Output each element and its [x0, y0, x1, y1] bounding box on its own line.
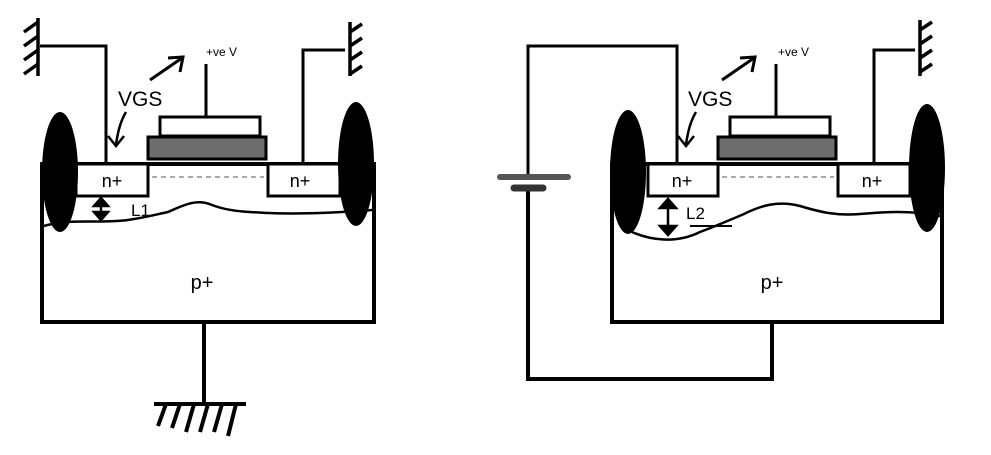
right-gate-voltage-label: +ve V: [778, 45, 809, 59]
left-drain-label: n+: [290, 171, 311, 191]
left-mosfet: +ve V VGS: [22, 18, 376, 437]
right-drain-ground-icon: [918, 20, 933, 76]
right-substrate-label: p+: [761, 272, 784, 294]
right-substrate: [610, 162, 944, 324]
left-drain-wire: [301, 48, 345, 164]
left-substrate-label: p+: [191, 272, 214, 294]
left-body-ground-icon: [154, 402, 246, 437]
right-arrow-icon: [721, 55, 757, 82]
left-gate-metal: [158, 115, 262, 138]
right-body-bias-loop: [526, 186, 774, 381]
left-source-wire: [40, 44, 108, 164]
left-drain-ground-icon: [348, 22, 363, 76]
right-depletion-boundary: [631, 202, 941, 241]
left-gate-oxide: [146, 135, 268, 161]
left-depletion-boundary: [43, 201, 373, 228]
left-source-ground-icon: [22, 18, 40, 76]
right-drain-label: n+: [862, 171, 883, 191]
left-depletion-width-icon: [91, 196, 111, 222]
right-vgs-arrow-icon: [677, 111, 698, 149]
left-vgs-arrow-icon: [107, 111, 128, 149]
right-battery-top-wire: [526, 44, 679, 176]
right-source-contact: [610, 110, 646, 234]
right-mosfet: +ve V VGS L2 n+ n+ p+: [497, 20, 945, 381]
right-vgs-label: VGS: [688, 88, 732, 111]
right-source-label: n+: [672, 171, 693, 191]
left-source-contact: [42, 112, 78, 232]
right-drain-contact: [909, 104, 945, 232]
right-gate-oxide: [716, 135, 838, 161]
right-source-region: [646, 162, 720, 198]
right-depletion-width-icon: [657, 197, 679, 237]
left-substrate: [40, 162, 376, 324]
left-arrow-icon: [149, 55, 185, 82]
left-drain-contact: [338, 102, 374, 226]
right-drain-wire: [872, 48, 915, 164]
right-depletion-width-label: L2: [686, 204, 705, 223]
left-depletion-width-label: L1: [131, 201, 150, 220]
right-gate-metal: [728, 115, 832, 138]
battery-icon: [497, 174, 571, 192]
left-vgs-label: VGS: [118, 88, 162, 111]
left-source-label: n+: [102, 171, 123, 191]
left-gate-voltage-label: +ve V: [206, 45, 237, 59]
